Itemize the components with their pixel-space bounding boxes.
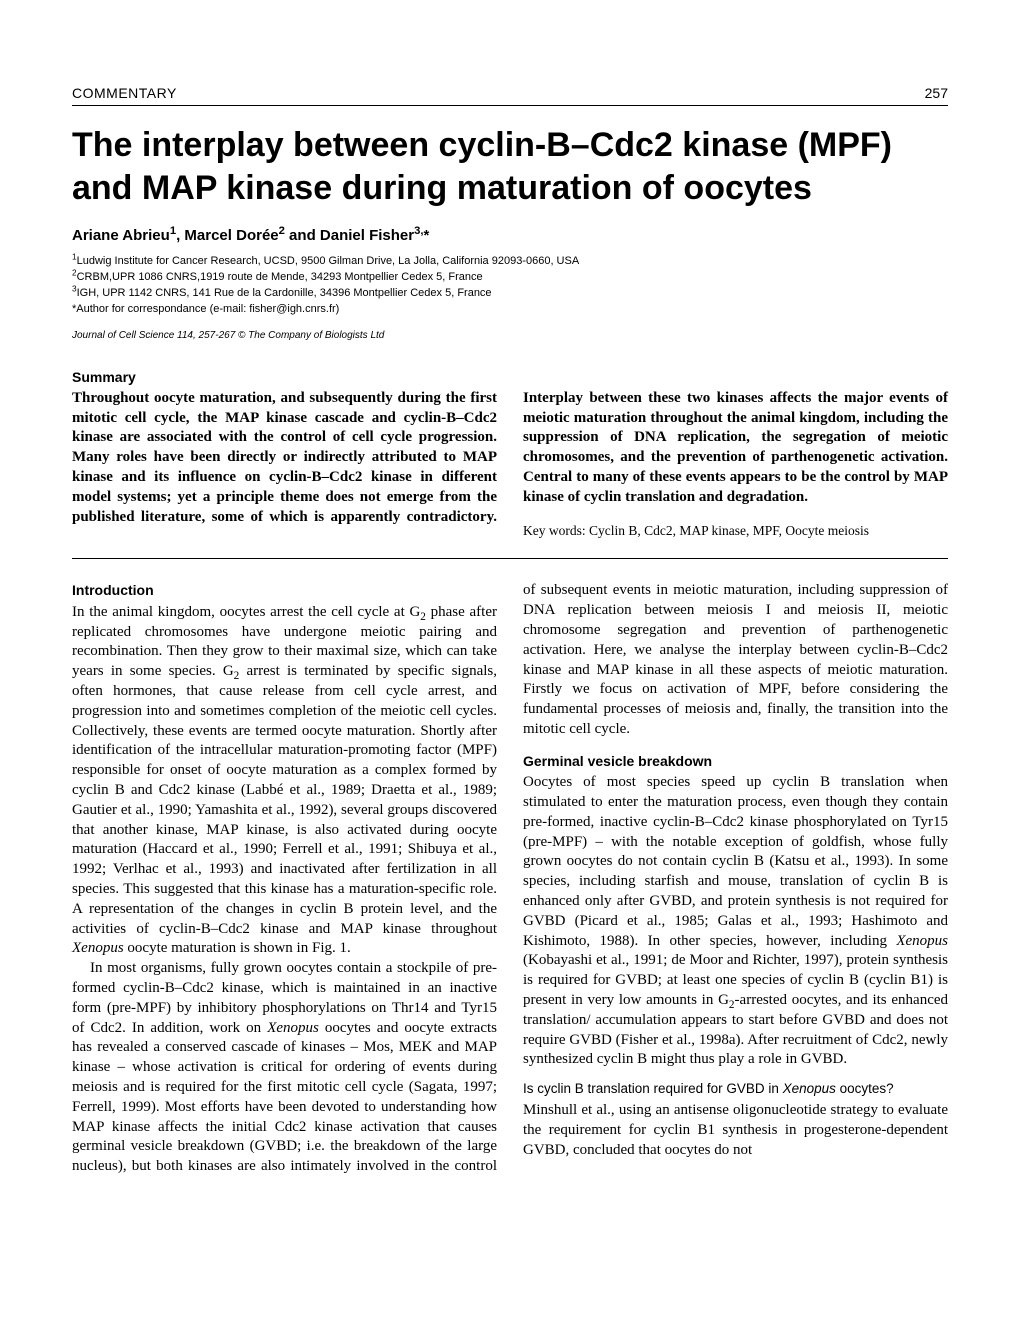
section-heading-introduction: Introduction <box>72 581 497 599</box>
body-paragraph: Oocytes of most species speed up cyclin … <box>523 773 948 1070</box>
journal-citation: Journal of Cell Science 114, 257-267 © T… <box>72 330 948 341</box>
subsection-heading: Is cyclin B translation required for GVB… <box>523 1080 948 1098</box>
keywords: Key words: Cyclin B, Cdc2, MAP kinase, M… <box>523 522 948 540</box>
horizontal-rule <box>72 558 948 559</box>
body-paragraph: In the animal kingdom, oocytes arrest th… <box>72 603 497 959</box>
summary-text: Throughout oocyte maturation, and subseq… <box>72 389 948 541</box>
affiliation-line: *Author for correspondance (e-mail: fish… <box>72 302 948 318</box>
body-text: Introduction In the animal kingdom, oocy… <box>72 581 948 1177</box>
section-label: COMMENTARY <box>72 85 177 101</box>
summary-section: Summary Throughout oocyte maturation, an… <box>72 369 948 541</box>
affiliation-line: 2CRBM,UPR 1086 CNRS,1919 route de Mende,… <box>72 270 948 286</box>
summary-heading: Summary <box>72 369 948 385</box>
running-header: COMMENTARY 257 <box>72 85 948 106</box>
article-title: The interplay between cyclin-B–Cdc2 kina… <box>72 124 948 209</box>
body-paragraph: Minshull et al., using an antisense olig… <box>523 1101 948 1160</box>
affiliation-line: 3IGH, UPR 1142 CNRS, 141 Rue de la Cardo… <box>72 286 948 302</box>
summary-paragraph: Throughout oocyte maturation, and subseq… <box>72 389 948 541</box>
page-number: 257 <box>925 85 948 101</box>
affiliations: 1Ludwig Institute for Cancer Research, U… <box>72 254 948 318</box>
author-list: Ariane Abrieu1, Marcel Dorée2 and Daniel… <box>72 227 948 244</box>
affiliation-line: 1Ludwig Institute for Cancer Research, U… <box>72 254 948 270</box>
section-heading-gvbd: Germinal vesicle breakdown <box>523 752 948 770</box>
